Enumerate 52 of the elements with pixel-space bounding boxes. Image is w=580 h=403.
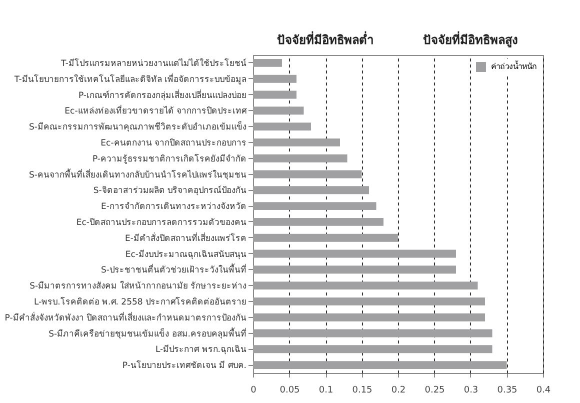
- y-tick-label: T-มีนโยบายการใช้เทคโนโลยีและดิจิทัล เพื่อจัดการระบบข้อมูล: [13, 72, 246, 85]
- text: ปัจจัยที่มีอิทธิพลสูง: [423, 31, 518, 48]
- y-tick-label: E-การจำกัดการเดินทางระหว่างจังหวัด: [101, 202, 246, 212]
- y-tick-label: S-จิตอาสาร่วมผลิต บริจาคอุปกรณ์ป้องกัน: [93, 185, 246, 196]
- bar: [253, 170, 362, 178]
- bar: [253, 282, 478, 290]
- y-tick-label: S-คนจากพื้นที่เสี่ยงเดินทางกลับบ้านนำโรคไปแพร่ในชุมชน: [29, 168, 246, 180]
- bar: [253, 58, 282, 67]
- y-tick-label: E-มีคำสั่งปิดสถานที่เสี่ยงแพร่โรค: [125, 232, 246, 244]
- y-tick-label: P-มีคำสั่งจังหวัดพังงา ปิดสถานที่เสี่ยงและกำหนดมาตรการป้องกัน: [4, 311, 246, 324]
- bar: [253, 234, 398, 242]
- y-tick-label: Ec-มีงบประมาณฉุกเฉินสนับสนุน: [125, 248, 246, 260]
- y-tick-label: L-มีประกาศ พรก.ฉุกเฉิน: [155, 344, 246, 356]
- bar: [253, 138, 340, 146]
- x-tick-label: 0.4: [536, 386, 551, 396]
- y-tick-label: P-เกณฑ์การคัดกรองกลุ่มเสี่ยงเปลี่ยนแปลงบ่อย: [78, 88, 246, 101]
- bar: [253, 329, 492, 338]
- y-tick-label: L-พรบ.โรคติดต่อ พ.ศ. 2558 ประกาศโรคติดต่ออันตราย: [34, 296, 246, 308]
- y-tick-label: P-ความรู้ธรรมชาติการเกิดโรคยังมีจำกัด: [92, 153, 246, 164]
- bar: [253, 106, 304, 115]
- y-tick-label: Ec-ปิดสถานประกอบการลดการรวมตัวของคน: [76, 218, 246, 228]
- y-tick-label: S-มีภาคีเครือข่ายชุมชนเข้มแข็ง อสม.ครอบคลุมพื้นที่: [48, 327, 246, 340]
- bar: [253, 313, 485, 322]
- bar: [253, 297, 485, 306]
- bar: [253, 345, 492, 354]
- bar: [253, 250, 456, 258]
- bar: [253, 186, 369, 194]
- x-tick-label: 0.2: [391, 386, 406, 396]
- y-tick-label: Ec-คนตกงาน จากปิดสถานประกอบการ: [100, 138, 246, 148]
- bar: [253, 266, 456, 274]
- bar: [253, 90, 296, 99]
- x-tick-label: 0.05: [280, 386, 300, 396]
- text: ปัจจัยที่มีอิทธิพลต่ำ: [277, 31, 374, 47]
- legend-label: ค่าถ่วงน้ำหนัก: [491, 60, 537, 71]
- bar: [253, 74, 296, 83]
- x-tick-label: 0.25: [424, 386, 445, 396]
- y-tick-label: S-มีมาตรการทางสังคม ใส่หน้ากากอนามัย รักษาระยะห่าง: [30, 280, 246, 292]
- x-tick-label: 0.35: [497, 386, 518, 396]
- bar: [253, 122, 311, 131]
- y-tick-label: S-ประชาชนตื่นตัวช่วยเฝ้าระวังในพื้นที่: [101, 264, 246, 276]
- y-tick-label: S-มีคณะกรรมการพัฒนาคุณภาพชีวิตระดับอำเภอเข้มแข็ง: [29, 120, 246, 133]
- x-tick-label: 0.1: [318, 386, 334, 396]
- bar: [253, 218, 384, 226]
- bar: [253, 361, 507, 370]
- bar: [253, 202, 376, 210]
- y-tick-label: T-มีโปรแกรมหลายหน่วยงานแต่ไม่ได้ใช้ประโยชน์: [60, 58, 246, 69]
- x-tick-label: 0.3: [464, 386, 478, 396]
- x-tick-label: 0: [250, 386, 257, 396]
- y-tick-label: Ec-แหล่งท่องเที่ยวขาดรายได้ จากการปิดประเทศ: [64, 104, 248, 117]
- bar: [253, 154, 348, 162]
- y-tick-label: P-นโยบายประเทศชัดเจน มี ศบค.: [122, 360, 246, 372]
- x-tick-label: 0.15: [352, 386, 372, 396]
